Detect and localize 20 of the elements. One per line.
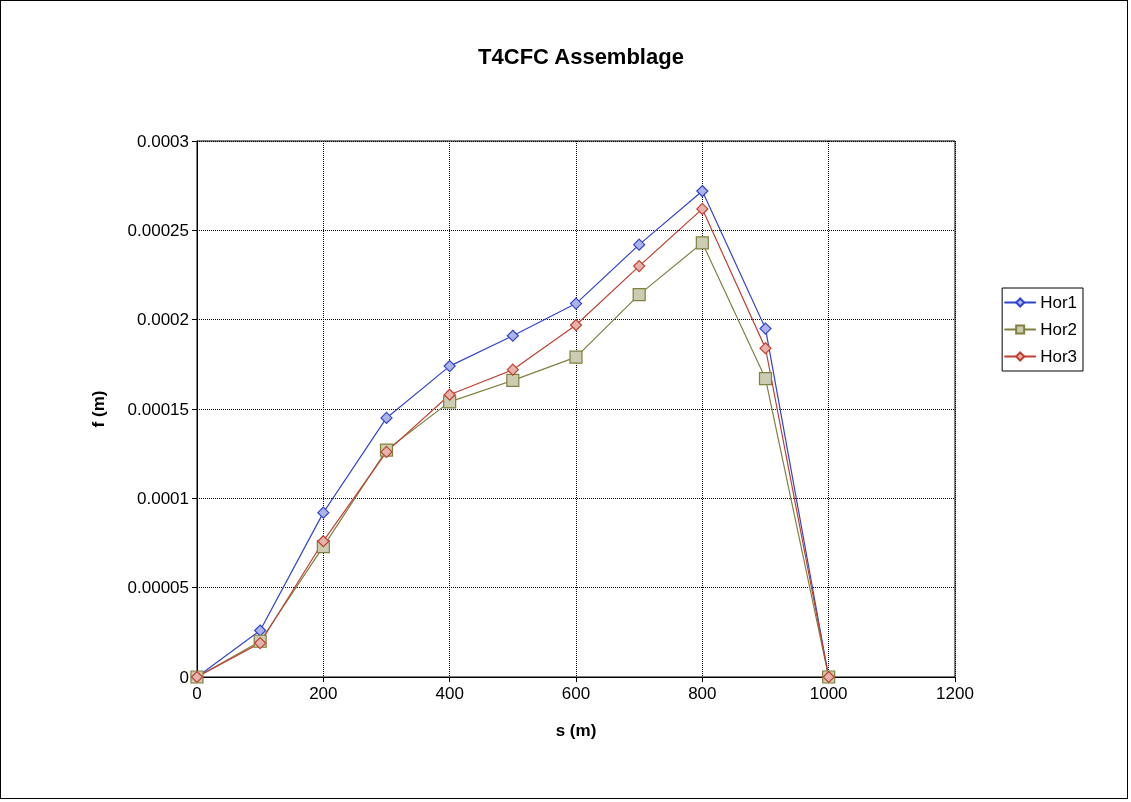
y-tick-label: 0.00005 <box>127 578 189 598</box>
x-tick-label: 0 <box>192 684 202 703</box>
y-tick-label: 0.0002 <box>137 310 189 330</box>
x-tick-label: 1200 <box>936 684 974 703</box>
chart-title: T4CFC Assemblage <box>478 43 684 69</box>
x-tick-label: 200 <box>309 684 338 703</box>
x-axis-title: s (m) <box>555 721 597 740</box>
legend-label: Hor2 <box>1040 320 1078 339</box>
x-tick-label: 1000 <box>809 684 848 703</box>
y-tick-label: 0.0003 <box>137 131 189 151</box>
x-tick-label: 600 <box>561 684 591 703</box>
y-tick-label: 0 <box>179 667 189 687</box>
legend-label: Hor3 <box>1040 347 1078 366</box>
y-tick-label: 0.00025 <box>127 220 189 240</box>
y-tick-label: 0.0001 <box>137 488 189 508</box>
x-tick-label: 400 <box>435 684 464 703</box>
x-tick-label: 800 <box>688 684 717 703</box>
legend-label: Hor1 <box>1040 293 1078 312</box>
y-axis-title: f (m) <box>89 390 108 428</box>
y-tick-label: 0.00015 <box>127 399 189 419</box>
